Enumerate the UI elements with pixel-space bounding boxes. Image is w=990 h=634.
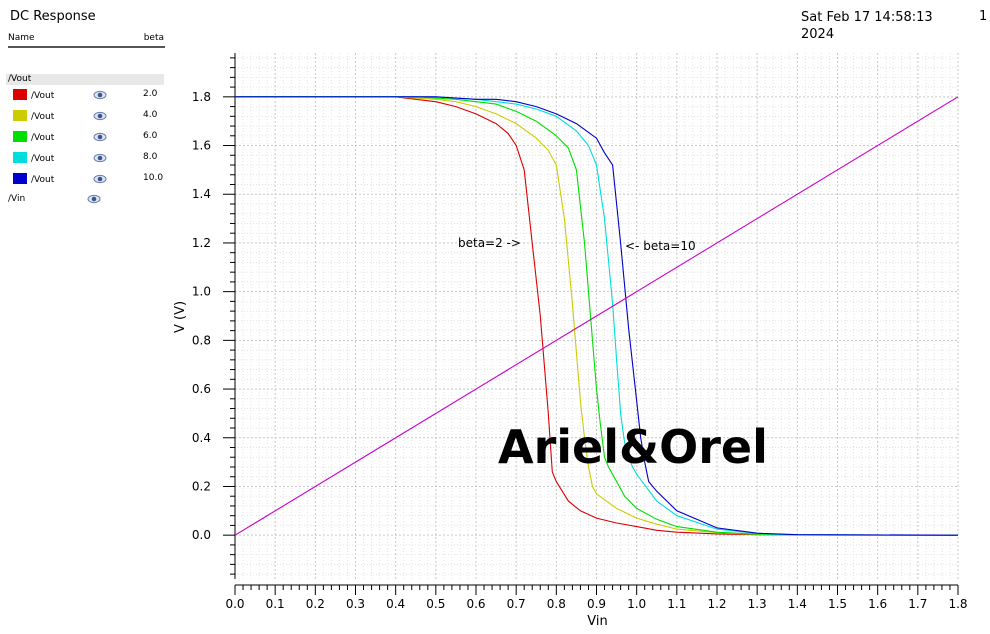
legend-item-name: /Vout — [31, 154, 55, 164]
legend-item-value: 6.0 — [143, 131, 158, 141]
y-tick-label: 1.0 — [192, 285, 211, 299]
x-tick-label: 0.7 — [507, 597, 526, 611]
window-title: DC Response — [10, 9, 96, 24]
eye-icon[interactable] — [93, 111, 107, 121]
y-tick-label: 0.4 — [192, 431, 211, 445]
series-line-vout-beta-2.0 — [235, 96, 959, 536]
series-line-vout-beta-4.0 — [235, 96, 959, 536]
legend-item-beta-4[interactable]: /Vout 4.0 — [12, 110, 167, 124]
x-tick-label: 1.3 — [748, 597, 767, 611]
timestamp: Sat Feb 17 14:58:13 2024 — [801, 9, 951, 43]
y-tick-label: 1.4 — [192, 187, 211, 201]
x-tick-label: 1.8 — [948, 597, 967, 611]
grid — [234, 53, 959, 579]
eye-icon[interactable] — [87, 194, 101, 204]
legend-item-vin[interactable]: /Vin — [6, 193, 161, 207]
watermark: Ariel&Orel — [498, 420, 768, 474]
x-tick-label: 0.0 — [225, 597, 244, 611]
x-tick-label: 0.3 — [346, 597, 365, 611]
legend-item-name: /Vout — [31, 133, 55, 143]
legend-col-param: beta — [143, 33, 164, 43]
eye-icon[interactable] — [93, 90, 107, 100]
eye-icon[interactable] — [93, 174, 107, 184]
timestamp-line2: 2024 — [801, 27, 835, 42]
x-tick-label: 0.8 — [547, 597, 566, 611]
x-tick-label: 1.1 — [667, 597, 686, 611]
x-tick-label: 1.0 — [627, 597, 646, 611]
annotation-beta-2: beta=2 -> — [458, 236, 521, 250]
page-number: 1 — [979, 9, 988, 24]
series-line-vout-beta-8.0 — [235, 96, 959, 536]
legend-header: Name beta — [8, 33, 165, 48]
x-tick-label: 0.9 — [587, 597, 606, 611]
legend-swatch — [13, 110, 27, 121]
legend-swatch — [13, 173, 27, 184]
eye-icon[interactable] — [93, 132, 107, 142]
x-tick-label: 0.5 — [426, 597, 445, 611]
y-tick-label: 0.0 — [192, 528, 211, 542]
y-tick-label: 0.6 — [192, 382, 211, 396]
x-tick-label: 1.7 — [908, 597, 927, 611]
x-tick-label: 1.2 — [707, 597, 726, 611]
legend-item-value: 8.0 — [143, 152, 158, 162]
x-tick-label: 1.4 — [788, 597, 807, 611]
legend-item-name: /Vout — [31, 175, 55, 185]
y-tick-label: 0.8 — [192, 333, 211, 347]
y-tick-label: 1.2 — [192, 236, 211, 250]
legend-item-name: /Vout — [31, 91, 55, 101]
legend-item-value: 4.0 — [143, 110, 158, 120]
series-line-vin — [234, 96, 959, 536]
x-tick-label: 0.6 — [466, 597, 485, 611]
series-line-vout-beta-6.0 — [235, 96, 959, 536]
x-tick-label: 0.2 — [306, 597, 325, 611]
y-axis-label: V (V) — [173, 301, 188, 333]
legend-item-value: 2.0 — [143, 89, 158, 99]
legend-item-beta-8[interactable]: /Vout 8.0 — [12, 152, 167, 166]
legend-item-beta-6[interactable]: /Vout 6.0 — [12, 131, 167, 145]
legend-item-beta-2[interactable]: /Vout 2.0 — [12, 89, 167, 103]
legend-swatch — [13, 152, 27, 163]
y-tick-label: 0.2 — [192, 479, 211, 493]
legend-swatch — [13, 89, 27, 100]
legend-col-name: Name — [8, 33, 35, 43]
legend-swatch — [13, 131, 27, 142]
legend-item-beta-10[interactable]: /Vout 10.0 — [12, 173, 167, 187]
series-line-vout-beta-10.0 — [235, 96, 959, 536]
y-tick-label: 1.6 — [192, 139, 211, 153]
annotation-beta-10: <- beta=10 — [625, 239, 696, 253]
legend-vin-label: /Vin — [8, 194, 26, 204]
legend-group-vout[interactable]: /Vout — [6, 74, 164, 85]
x-tick-label: 1.5 — [828, 597, 847, 611]
x-tick-label: 1.6 — [868, 597, 887, 611]
x-tick-label: 0.1 — [266, 597, 285, 611]
eye-icon[interactable] — [93, 153, 107, 163]
timestamp-line1: Sat Feb 17 14:58:13 — [801, 10, 933, 25]
legend-item-name: /Vout — [31, 112, 55, 122]
legend-item-value: 10.0 — [143, 173, 164, 183]
x-axis-label: Vin — [587, 614, 607, 629]
x-tick-label: 0.4 — [386, 597, 405, 611]
y-tick-label: 1.8 — [192, 90, 211, 104]
